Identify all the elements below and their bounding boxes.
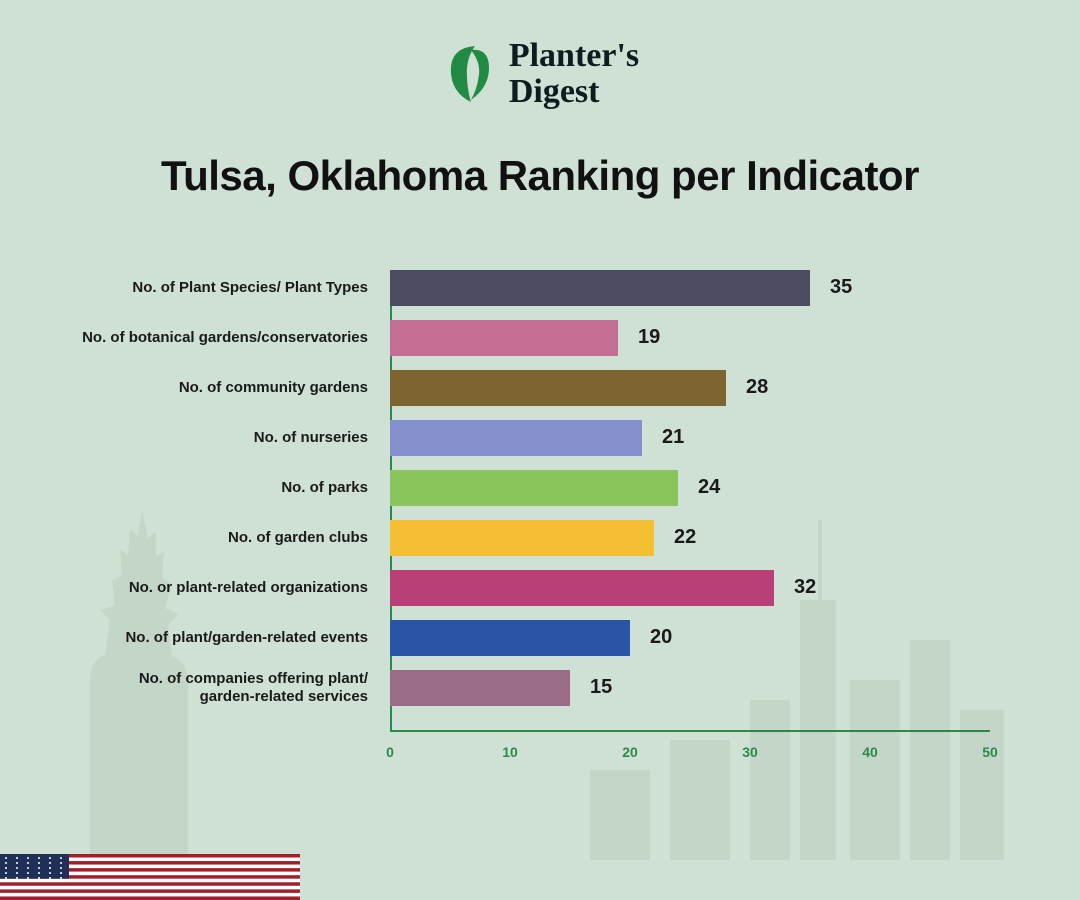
- bar-label: No. of parks: [50, 470, 380, 506]
- bar-label: No. or plant-related organizations: [50, 570, 380, 606]
- bar: [390, 570, 774, 606]
- bar-label: No. of garden clubs: [50, 520, 380, 556]
- bar-value: 22: [674, 526, 696, 549]
- chart-title: Tulsa, Oklahoma Ranking per Indicator: [0, 152, 1080, 200]
- leaf-icon: [441, 42, 497, 106]
- brand-name-line1: Planter's: [509, 38, 639, 74]
- brand-name: Planter's Digest: [509, 38, 639, 109]
- x-tick: 50: [982, 744, 998, 760]
- bar: [390, 370, 726, 406]
- x-tick: 40: [862, 744, 878, 760]
- x-tick: 0: [386, 744, 394, 760]
- bar-label: No. of nurseries: [50, 420, 380, 456]
- bar: [390, 470, 678, 506]
- bar: [390, 620, 630, 656]
- x-tick: 10: [502, 744, 518, 760]
- x-tick: 30: [742, 744, 758, 760]
- brand-name-line2: Digest: [509, 74, 639, 110]
- bar-value: 19: [638, 326, 660, 349]
- bar-label: No. of companies offering plant/garden-r…: [50, 670, 380, 706]
- us-flag-icon: [0, 854, 300, 900]
- bar-value: 21: [662, 426, 684, 449]
- bar-value: 28: [746, 376, 768, 399]
- bar-value: 32: [794, 576, 816, 599]
- x-axis-line: [390, 730, 990, 732]
- bar: [390, 270, 810, 306]
- brand-logo: Planter's Digest: [441, 38, 639, 109]
- bar-value: 24: [698, 476, 720, 499]
- bar: [390, 320, 618, 356]
- bar-value: 35: [830, 276, 852, 299]
- bar-label: No. of botanical gardens/conservatories: [50, 320, 380, 356]
- x-tick: 20: [622, 744, 638, 760]
- bar: [390, 420, 642, 456]
- bar-value: 20: [650, 626, 672, 649]
- bar-label: No. of community gardens: [50, 370, 380, 406]
- bar-label: No. of Plant Species/ Plant Types: [50, 270, 380, 306]
- bar: [390, 670, 570, 706]
- bar-label: No. of plant/garden-related events: [50, 620, 380, 656]
- bar-value: 15: [590, 676, 612, 699]
- bar-chart: 0 10 20 30 40 50 No. of Plant Species/ Plant …: [50, 240, 1030, 800]
- bar: [390, 520, 654, 556]
